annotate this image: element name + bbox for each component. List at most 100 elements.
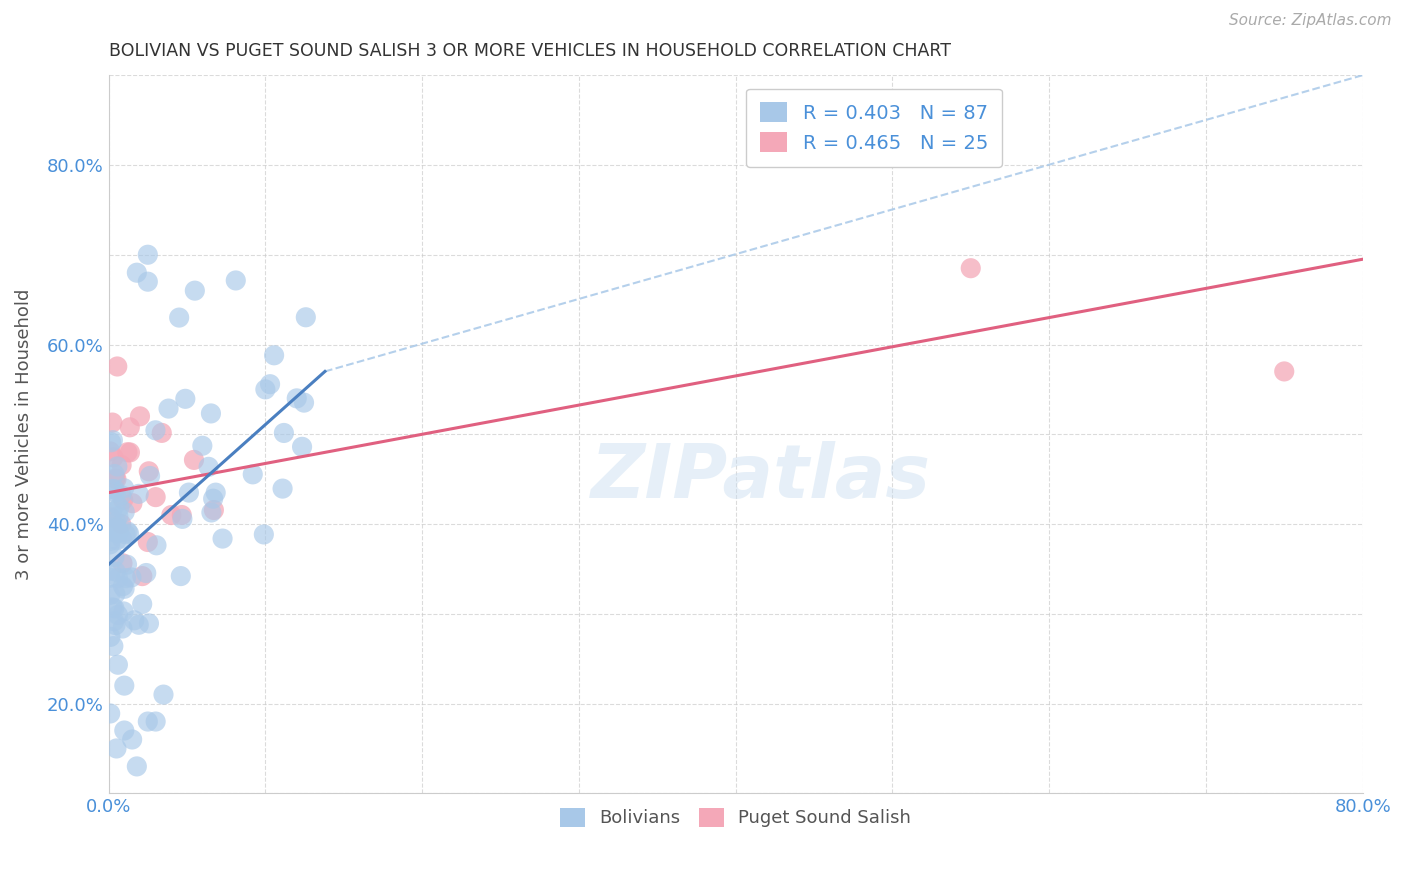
Point (105, 515, 128, 529)
Point (104, 565, 127, 579)
Point (271, 482, 294, 496)
Point (105, 526, 128, 541)
Point (295, 310, 318, 325)
Point (107, 607, 129, 622)
Text: BOLIVIAN VS PUGET SOUND SALISH 3 OR MORE VEHICLES IN HOUSEHOLD CORRELATION CHART: BOLIVIAN VS PUGET SOUND SALISH 3 OR MORE… (108, 42, 950, 60)
Point (121, 496, 143, 510)
Point (112, 679, 135, 693)
Point (107, 509, 129, 524)
Y-axis label: 3 or more Vehicles in Household: 3 or more Vehicles in Household (15, 289, 32, 580)
Point (292, 395, 315, 409)
Point (107, 657, 129, 672)
Point (204, 485, 226, 500)
Point (101, 416, 124, 430)
Point (108, 500, 131, 515)
Point (139, 469, 162, 483)
Point (111, 556, 134, 570)
Point (98, 444, 121, 458)
Point (145, 714, 167, 729)
Point (184, 284, 207, 298)
Point (98, 571, 121, 585)
Point (197, 459, 219, 474)
Point (115, 558, 138, 572)
Point (138, 464, 160, 478)
Point (112, 481, 135, 495)
Point (120, 570, 142, 584)
Point (112, 723, 135, 738)
Point (105, 741, 128, 756)
Point (254, 383, 277, 397)
Point (114, 582, 136, 596)
Point (202, 491, 225, 506)
Text: Source: ZipAtlas.com: Source: ZipAtlas.com (1229, 13, 1392, 29)
Point (211, 532, 233, 546)
Legend: Bolivians, Puget Sound Salish: Bolivians, Puget Sound Salish (553, 801, 918, 835)
Point (125, 266, 148, 280)
Point (105, 533, 128, 547)
Point (125, 759, 148, 773)
Point (103, 614, 125, 628)
Point (111, 579, 134, 593)
Point (104, 482, 127, 496)
Point (150, 425, 173, 440)
Point (118, 526, 141, 541)
Point (136, 275, 159, 289)
Point (117, 445, 139, 459)
Point (105, 521, 128, 535)
Point (110, 516, 132, 531)
Point (124, 613, 146, 627)
Point (105, 459, 128, 474)
Point (103, 549, 125, 564)
Point (98, 533, 121, 548)
Point (200, 406, 222, 420)
Point (104, 618, 127, 632)
Point (114, 505, 136, 519)
Point (167, 310, 190, 325)
Point (107, 571, 129, 585)
Point (101, 482, 124, 496)
Point (191, 439, 214, 453)
Point (157, 401, 180, 416)
Point (98, 563, 121, 577)
Point (118, 420, 141, 434)
Point (131, 597, 153, 611)
Point (101, 433, 124, 447)
Point (104, 587, 127, 601)
Point (177, 485, 200, 500)
Point (121, 732, 143, 747)
Point (103, 450, 125, 465)
Point (183, 453, 205, 467)
Point (129, 409, 152, 424)
Point (202, 503, 225, 517)
Point (98, 588, 121, 602)
Point (117, 524, 139, 539)
Point (107, 524, 129, 539)
Point (170, 569, 193, 583)
Point (138, 616, 160, 631)
Point (103, 467, 125, 481)
Point (104, 472, 127, 486)
Point (174, 392, 197, 406)
Point (112, 492, 135, 507)
Point (105, 359, 128, 374)
Point (111, 622, 134, 636)
Point (100, 435, 122, 450)
Point (100, 630, 122, 644)
Point (253, 527, 276, 541)
Point (136, 248, 159, 262)
Point (110, 488, 132, 502)
Point (111, 458, 134, 472)
Point (103, 639, 125, 653)
Point (103, 601, 125, 615)
Point (111, 532, 134, 546)
Point (1272, 364, 1295, 378)
Point (98, 537, 121, 551)
Point (105, 496, 128, 510)
Point (105, 472, 128, 486)
Point (98, 706, 121, 721)
Point (105, 520, 128, 534)
Point (263, 348, 285, 362)
Point (136, 714, 159, 729)
Point (172, 512, 194, 526)
Point (242, 467, 264, 482)
